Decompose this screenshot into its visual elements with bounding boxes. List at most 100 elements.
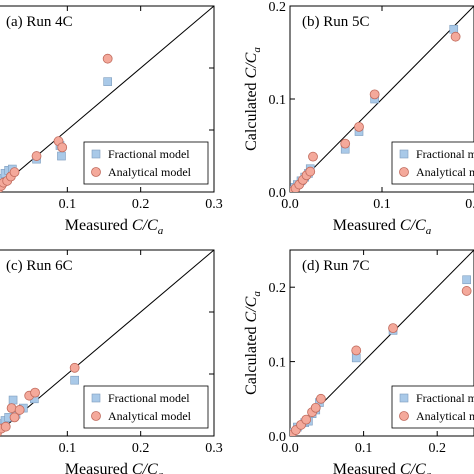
analytical-model-point [351, 345, 362, 356]
legend-box [391, 141, 474, 185]
x-tick-label: 0.1 [59, 197, 77, 212]
legend-fractional-marker [399, 149, 409, 159]
analytical-model-point [461, 286, 472, 296]
panel-2: 0.0 0.1 0.2 0.0 0.1 0.2 (b) Run 5C Measured C/C… [243, 0, 474, 237]
plot-frame [0, 249, 215, 437]
y-tick-label: 0.1 [269, 93, 287, 108]
y-tick-label: 0.0 [269, 430, 287, 445]
legend-label: Analytical model [108, 165, 192, 179]
data-points [290, 275, 472, 436]
panel-label: (d) Run 7C [302, 258, 370, 274]
x-tick-label: 0.2 [132, 441, 150, 456]
data-points [0, 53, 113, 192]
legend: Fractional model Analytical model [391, 141, 474, 185]
x-axis-label-sub: a [158, 225, 164, 237]
legend-label: Analytical model [108, 409, 192, 423]
x-axis-label-prefix: Measured [65, 217, 132, 234]
x-tick-label: 0.1 [59, 441, 77, 456]
panel-4: 0.0 0.1 0.2 0.0 0.1 0.2 (d) Run 7C Measured C/C… [243, 249, 474, 474]
y-axis-label-var: C/C [243, 52, 260, 78]
analytical-model-point [388, 323, 398, 334]
panel-label: (b) Run 5C [302, 14, 370, 30]
data-points [0, 362, 80, 436]
x-axis-label-var: C/C [132, 217, 158, 234]
fractional-model-point [103, 77, 112, 86]
x-axis-label-prefix: Measured [65, 461, 132, 474]
analytical-model-point [308, 151, 318, 162]
x-tick-label: 0.2 [465, 197, 474, 212]
analytical-model-point [340, 138, 351, 149]
x-axis-label: Measured C/Ca [333, 217, 432, 237]
x-axis-label-sub: a [158, 469, 164, 474]
y-axis-label-prefix: Calculated [243, 78, 260, 150]
plot-frame [0, 5, 215, 193]
legend: Fractional model Analytical model [83, 385, 209, 429]
analytical-model-point [450, 31, 461, 42]
x-tick-label: 0.2 [132, 197, 150, 212]
x-axis-label: Measured C/Ca [65, 461, 164, 474]
analytical-model-point [31, 151, 42, 161]
legend-label: Fractional model [108, 147, 190, 161]
analytical-model-point [9, 167, 20, 178]
x-axis-label-prefix: Measured [333, 217, 400, 234]
y-tick-label: 0.2 [269, 281, 287, 296]
legend-fractional-marker [399, 393, 409, 403]
legend-analytical-marker [399, 167, 409, 177]
legend-analytical-marker [399, 411, 409, 421]
analytical-model-point [6, 403, 17, 414]
analytical-model-point [369, 89, 380, 100]
panel-label: (a) Run 4C [6, 14, 73, 30]
analytical-model-point [0, 421, 11, 432]
one-to-one-line [0, 6, 214, 188]
x-tick-label: 0.1 [373, 197, 391, 212]
y-axis-label: Calculated C/Ca [243, 291, 263, 395]
legend-box [83, 141, 209, 185]
x-tick-label: 0.2 [428, 441, 446, 456]
legend-label: Fractional model [416, 147, 474, 161]
x-tick-label: 0.0 [281, 197, 299, 212]
y-axis-label-sub: a [251, 47, 263, 53]
x-axis-label-prefix: Measured [333, 461, 400, 474]
one-to-one-line [0, 250, 214, 432]
fractional-model-point [70, 375, 79, 385]
legend-label: Analytical model [416, 409, 474, 423]
analytical-model-point [102, 53, 113, 64]
analytical-model-point [316, 393, 326, 404]
legend-box [83, 385, 209, 429]
fractional-model-point [462, 275, 471, 285]
x-axis-label-var: C/C [132, 461, 158, 474]
analytical-model-point [301, 414, 312, 425]
y-axis-label-var: C/C [243, 296, 260, 322]
x-axis-label-sub: a [426, 225, 432, 237]
legend-analytical-marker [91, 411, 101, 421]
legend-fractional-marker [91, 393, 101, 403]
analytical-model-point [69, 362, 80, 373]
x-tick-label: 0.3 [205, 441, 223, 456]
legend-label: Analytical model [416, 165, 474, 179]
x-axis-label-var: C/C [400, 461, 426, 474]
y-tick-label: 0.1 [269, 356, 287, 371]
x-axis-label: Measured C/Ca [65, 217, 164, 237]
y-axis-label-prefix: Calculated [243, 322, 260, 394]
analytical-model-point [30, 387, 40, 398]
legend-box [391, 385, 474, 429]
fractional-model-point [57, 151, 66, 161]
x-tick-label: 0.3 [205, 197, 223, 212]
plot-frame [289, 249, 474, 437]
y-axis-label-sub: a [251, 291, 263, 297]
legend-label: Fractional model [108, 391, 190, 405]
data-points [290, 24, 461, 192]
y-tick-label: 0.2 [269, 0, 287, 15]
x-axis-label-var: C/C [400, 217, 426, 234]
x-axis-label-sub: a [426, 469, 432, 474]
legend-fractional-marker [91, 149, 101, 159]
legend-analytical-marker [91, 167, 101, 177]
panel-label: (c) Run 6C [6, 258, 73, 274]
analytical-model-point [57, 142, 68, 153]
fractional-model-point [8, 395, 18, 405]
legend: Fractional model Analytical model [391, 385, 474, 429]
legend-label: Fractional model [416, 391, 474, 405]
